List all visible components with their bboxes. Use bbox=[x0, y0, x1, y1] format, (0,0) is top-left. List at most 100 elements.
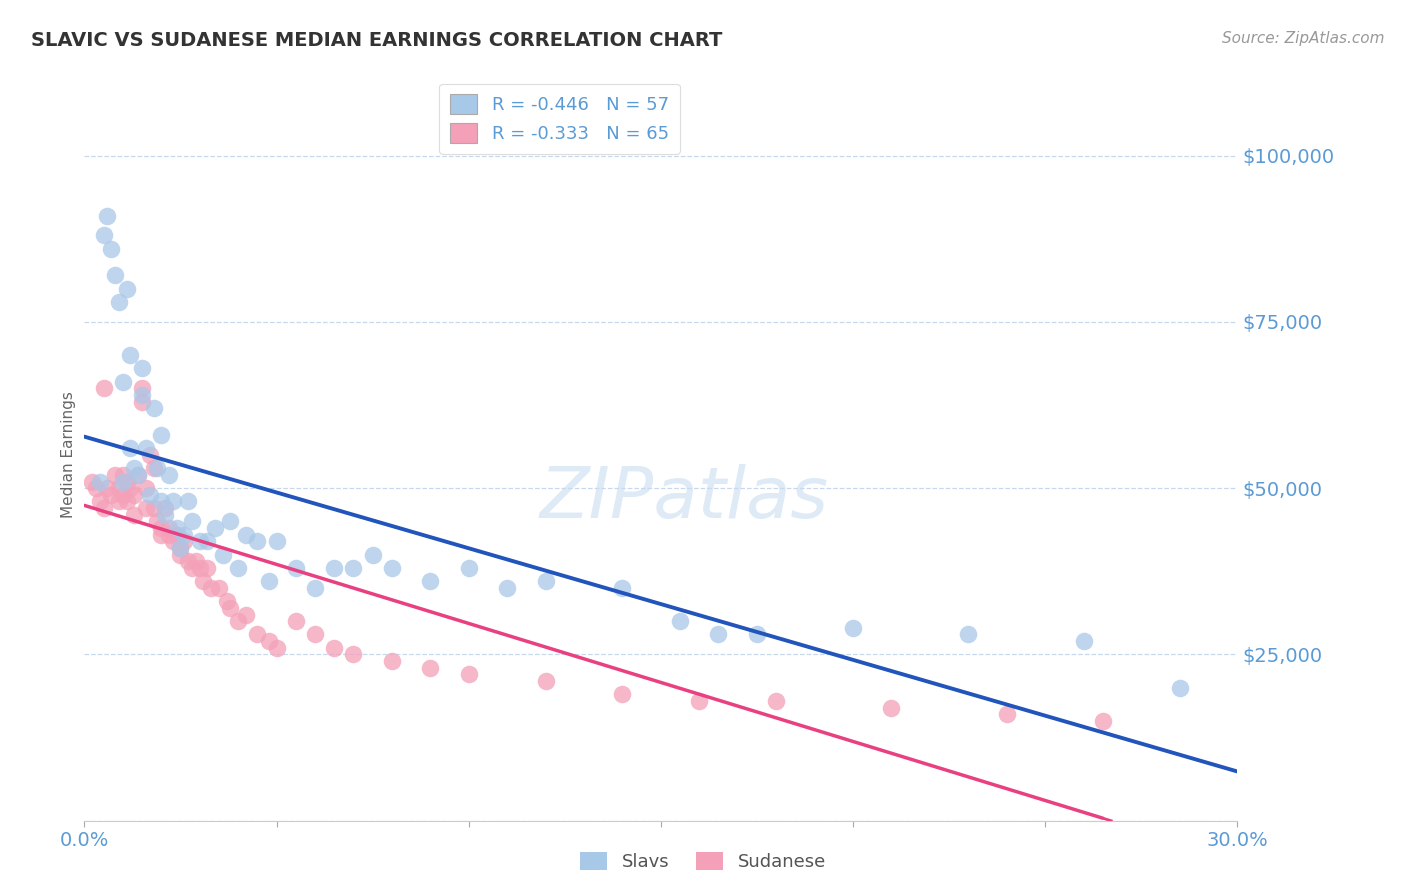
Point bbox=[235, 527, 257, 541]
Point bbox=[108, 494, 131, 508]
Point bbox=[93, 228, 115, 243]
Point bbox=[153, 508, 176, 522]
Point bbox=[131, 388, 153, 402]
Point bbox=[257, 634, 280, 648]
Point bbox=[96, 481, 118, 495]
Point bbox=[246, 627, 269, 641]
Point bbox=[381, 561, 404, 575]
Point bbox=[166, 521, 188, 535]
Point bbox=[226, 614, 249, 628]
Point bbox=[169, 541, 191, 555]
Point bbox=[93, 381, 115, 395]
Point bbox=[169, 548, 191, 562]
Point bbox=[219, 515, 242, 529]
Point bbox=[142, 501, 165, 516]
Point bbox=[173, 527, 195, 541]
Point bbox=[200, 581, 222, 595]
Point bbox=[1091, 714, 1114, 728]
Point bbox=[342, 561, 364, 575]
Point bbox=[108, 295, 131, 310]
Point bbox=[184, 554, 207, 568]
Point bbox=[135, 501, 157, 516]
Point bbox=[534, 574, 557, 589]
Point bbox=[162, 494, 184, 508]
Point bbox=[89, 475, 111, 489]
Point bbox=[193, 574, 215, 589]
Point bbox=[150, 428, 173, 442]
Point bbox=[195, 561, 218, 575]
Point bbox=[173, 534, 195, 549]
Point bbox=[284, 614, 307, 628]
Point bbox=[496, 581, 519, 595]
Point bbox=[323, 640, 346, 655]
Point bbox=[765, 694, 787, 708]
Point bbox=[266, 640, 288, 655]
Point bbox=[1168, 681, 1191, 695]
Point bbox=[138, 448, 160, 462]
Point bbox=[745, 627, 768, 641]
Text: Source: ZipAtlas.com: Source: ZipAtlas.com bbox=[1222, 31, 1385, 46]
Point bbox=[211, 548, 233, 562]
Point bbox=[342, 648, 364, 662]
Point bbox=[131, 361, 153, 376]
Point bbox=[162, 534, 184, 549]
Point bbox=[104, 268, 127, 283]
Point bbox=[157, 527, 180, 541]
Point bbox=[93, 501, 115, 516]
Point bbox=[688, 694, 710, 708]
Point bbox=[124, 488, 146, 502]
Point bbox=[304, 581, 326, 595]
Point bbox=[142, 461, 165, 475]
Point bbox=[257, 574, 280, 589]
Point bbox=[880, 700, 903, 714]
Point bbox=[235, 607, 257, 622]
Point bbox=[419, 574, 441, 589]
Point bbox=[135, 442, 157, 456]
Point bbox=[157, 467, 180, 482]
Point bbox=[115, 475, 138, 489]
Point bbox=[215, 594, 238, 608]
Point bbox=[304, 627, 326, 641]
Point bbox=[226, 561, 249, 575]
Point bbox=[707, 627, 730, 641]
Legend: R = -0.446   N = 57, R = -0.333   N = 65: R = -0.446 N = 57, R = -0.333 N = 65 bbox=[439, 84, 679, 154]
Point bbox=[246, 534, 269, 549]
Point bbox=[131, 394, 153, 409]
Point bbox=[131, 381, 153, 395]
Point bbox=[120, 481, 142, 495]
Point bbox=[323, 561, 346, 575]
Point bbox=[457, 667, 479, 681]
Point bbox=[177, 494, 200, 508]
Point bbox=[120, 442, 142, 456]
Point bbox=[127, 467, 149, 482]
Point bbox=[188, 534, 211, 549]
Point bbox=[181, 561, 204, 575]
Point bbox=[612, 687, 634, 701]
Point bbox=[124, 508, 146, 522]
Point bbox=[157, 521, 180, 535]
Point bbox=[111, 488, 134, 502]
Point bbox=[195, 534, 218, 549]
Point bbox=[150, 494, 173, 508]
Point bbox=[208, 581, 231, 595]
Point bbox=[534, 673, 557, 688]
Point bbox=[381, 654, 404, 668]
Point bbox=[166, 527, 188, 541]
Point bbox=[135, 481, 157, 495]
Point bbox=[138, 488, 160, 502]
Point bbox=[612, 581, 634, 595]
Point bbox=[142, 401, 165, 416]
Point bbox=[120, 348, 142, 362]
Point bbox=[84, 481, 107, 495]
Point bbox=[177, 554, 200, 568]
Point bbox=[124, 461, 146, 475]
Point bbox=[96, 209, 118, 223]
Point bbox=[111, 475, 134, 489]
Point bbox=[153, 501, 176, 516]
Point bbox=[419, 661, 441, 675]
Point bbox=[89, 494, 111, 508]
Point bbox=[146, 515, 169, 529]
Point bbox=[115, 282, 138, 296]
Point bbox=[1073, 634, 1095, 648]
Point bbox=[284, 561, 307, 575]
